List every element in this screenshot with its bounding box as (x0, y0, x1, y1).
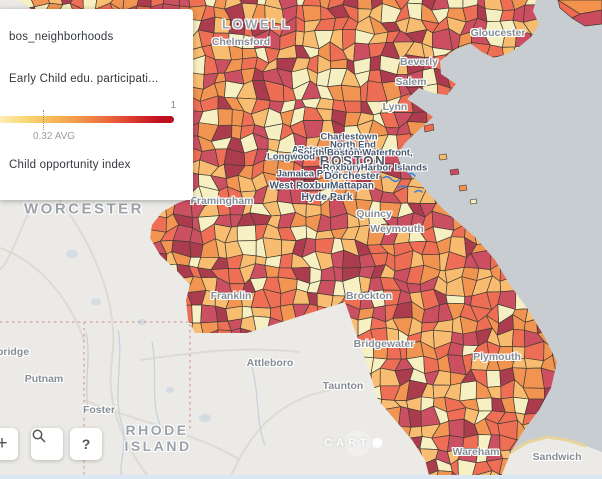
zoom-in-button[interactable]: + (0, 428, 18, 460)
layer-title-bos-neighborhoods: bos_neighborhoods (9, 31, 114, 43)
layer-title-early-child-edu: Early Child edu. participati... (9, 73, 159, 85)
carto-watermark: CART (324, 437, 382, 449)
plus-icon: + (0, 433, 8, 454)
legend-avg-marker (43, 110, 44, 130)
legend-panel: bos_neighborhoods Early Child edu. parti… (0, 9, 193, 200)
legend-gradient-bar (0, 116, 174, 123)
search-button[interactable] (31, 428, 63, 460)
carto-logo-halo (345, 430, 371, 456)
magnifier-icon (32, 429, 46, 443)
bottom-edge-bar (0, 475, 602, 479)
question-icon: ? (81, 436, 91, 452)
help-button[interactable]: ? (70, 428, 102, 460)
legend-max-label: 1 (170, 100, 176, 111)
carto-dot-icon (371, 438, 382, 449)
legend-avg-label: 0.32 AVG (33, 131, 76, 142)
layer-title-child-opportunity-index: Child opportunity index (9, 159, 131, 171)
carto-text: CART (324, 437, 371, 449)
